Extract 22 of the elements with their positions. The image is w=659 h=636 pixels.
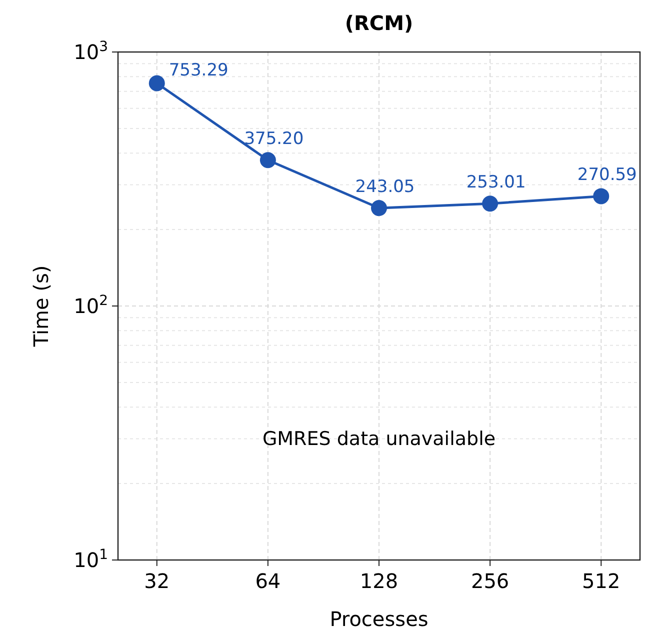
annotation: GMRES data unavailable [262, 428, 496, 450]
data-label: 753.29 [168, 60, 228, 80]
y-tick-label: 10$^{2}$ [74, 293, 108, 318]
data-label: 375.20 [244, 129, 304, 150]
data-label: 243.05 [355, 177, 415, 198]
data-label: 270.59 [577, 165, 637, 186]
chart-title: (RCM) [344, 11, 414, 35]
point [482, 196, 498, 212]
y-axis-title: Time (s) [29, 265, 53, 348]
x-tick-label: 256 [470, 569, 510, 593]
x-axis-title: Processes [330, 607, 428, 631]
x-tick-label: 512 [582, 569, 620, 593]
point [371, 200, 387, 216]
x-tick-label: 128 [360, 569, 398, 593]
point [260, 152, 276, 168]
x-tick-label: 32 [144, 569, 170, 593]
data-label: 253.01 [466, 172, 526, 193]
point [593, 188, 610, 204]
y-tick-label: 10$^{3}$ [74, 39, 108, 64]
x-tick-label: 64 [255, 569, 281, 593]
point [148, 75, 165, 92]
y-tick-label: 10$^{1}$ [74, 547, 108, 572]
